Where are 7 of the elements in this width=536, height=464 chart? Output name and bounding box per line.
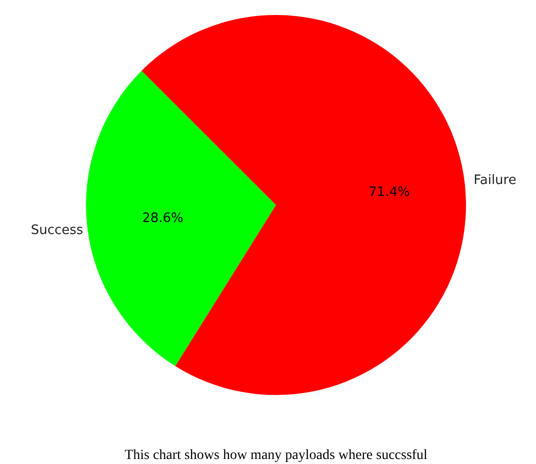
slice-label: Failure xyxy=(474,172,516,188)
data-label: 28.6% xyxy=(142,210,184,226)
data-label: 71.4% xyxy=(368,185,410,200)
slice-label: Success xyxy=(30,223,84,238)
text: This chart shows how many payloads where succssful xyxy=(124,448,428,463)
pie-slice xyxy=(142,15,466,395)
pie-slice xyxy=(86,70,276,366)
